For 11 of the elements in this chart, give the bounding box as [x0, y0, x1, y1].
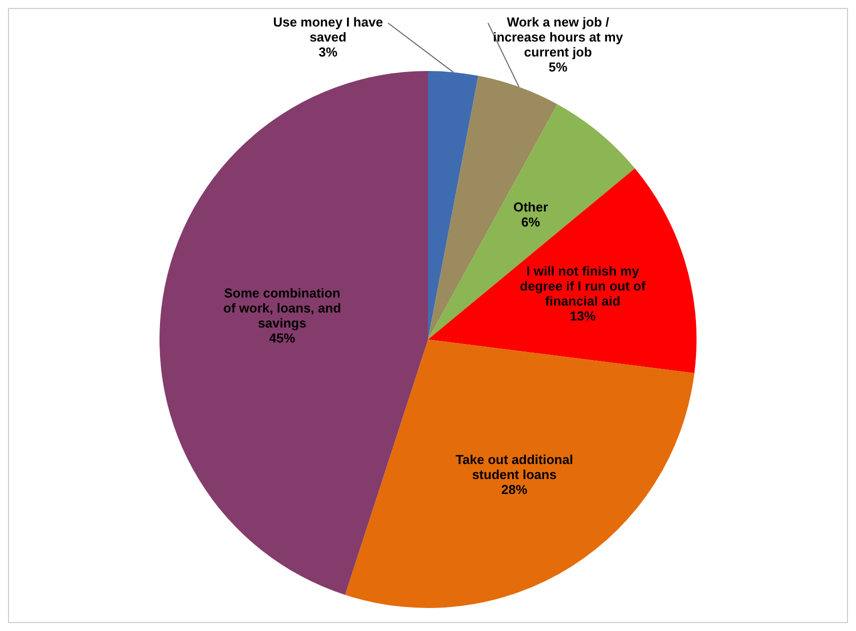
data-label: 28% — [501, 482, 528, 498]
slice-label: Take out additional student loans — [456, 452, 574, 482]
data-label: 6% — [521, 214, 541, 230]
data-label: 3% — [318, 44, 338, 60]
slice-label: Use money I have saved — [273, 14, 383, 45]
slice-label: Other — [513, 199, 548, 214]
slice-label: I will not finish my degree if I run out of financial aid — [520, 264, 646, 309]
slice-label: Some combination of work, loans, and savings — [223, 285, 342, 330]
data-label: 13% — [570, 308, 596, 324]
data-label: 5% — [548, 60, 568, 75]
data-label: 45% — [269, 330, 296, 346]
